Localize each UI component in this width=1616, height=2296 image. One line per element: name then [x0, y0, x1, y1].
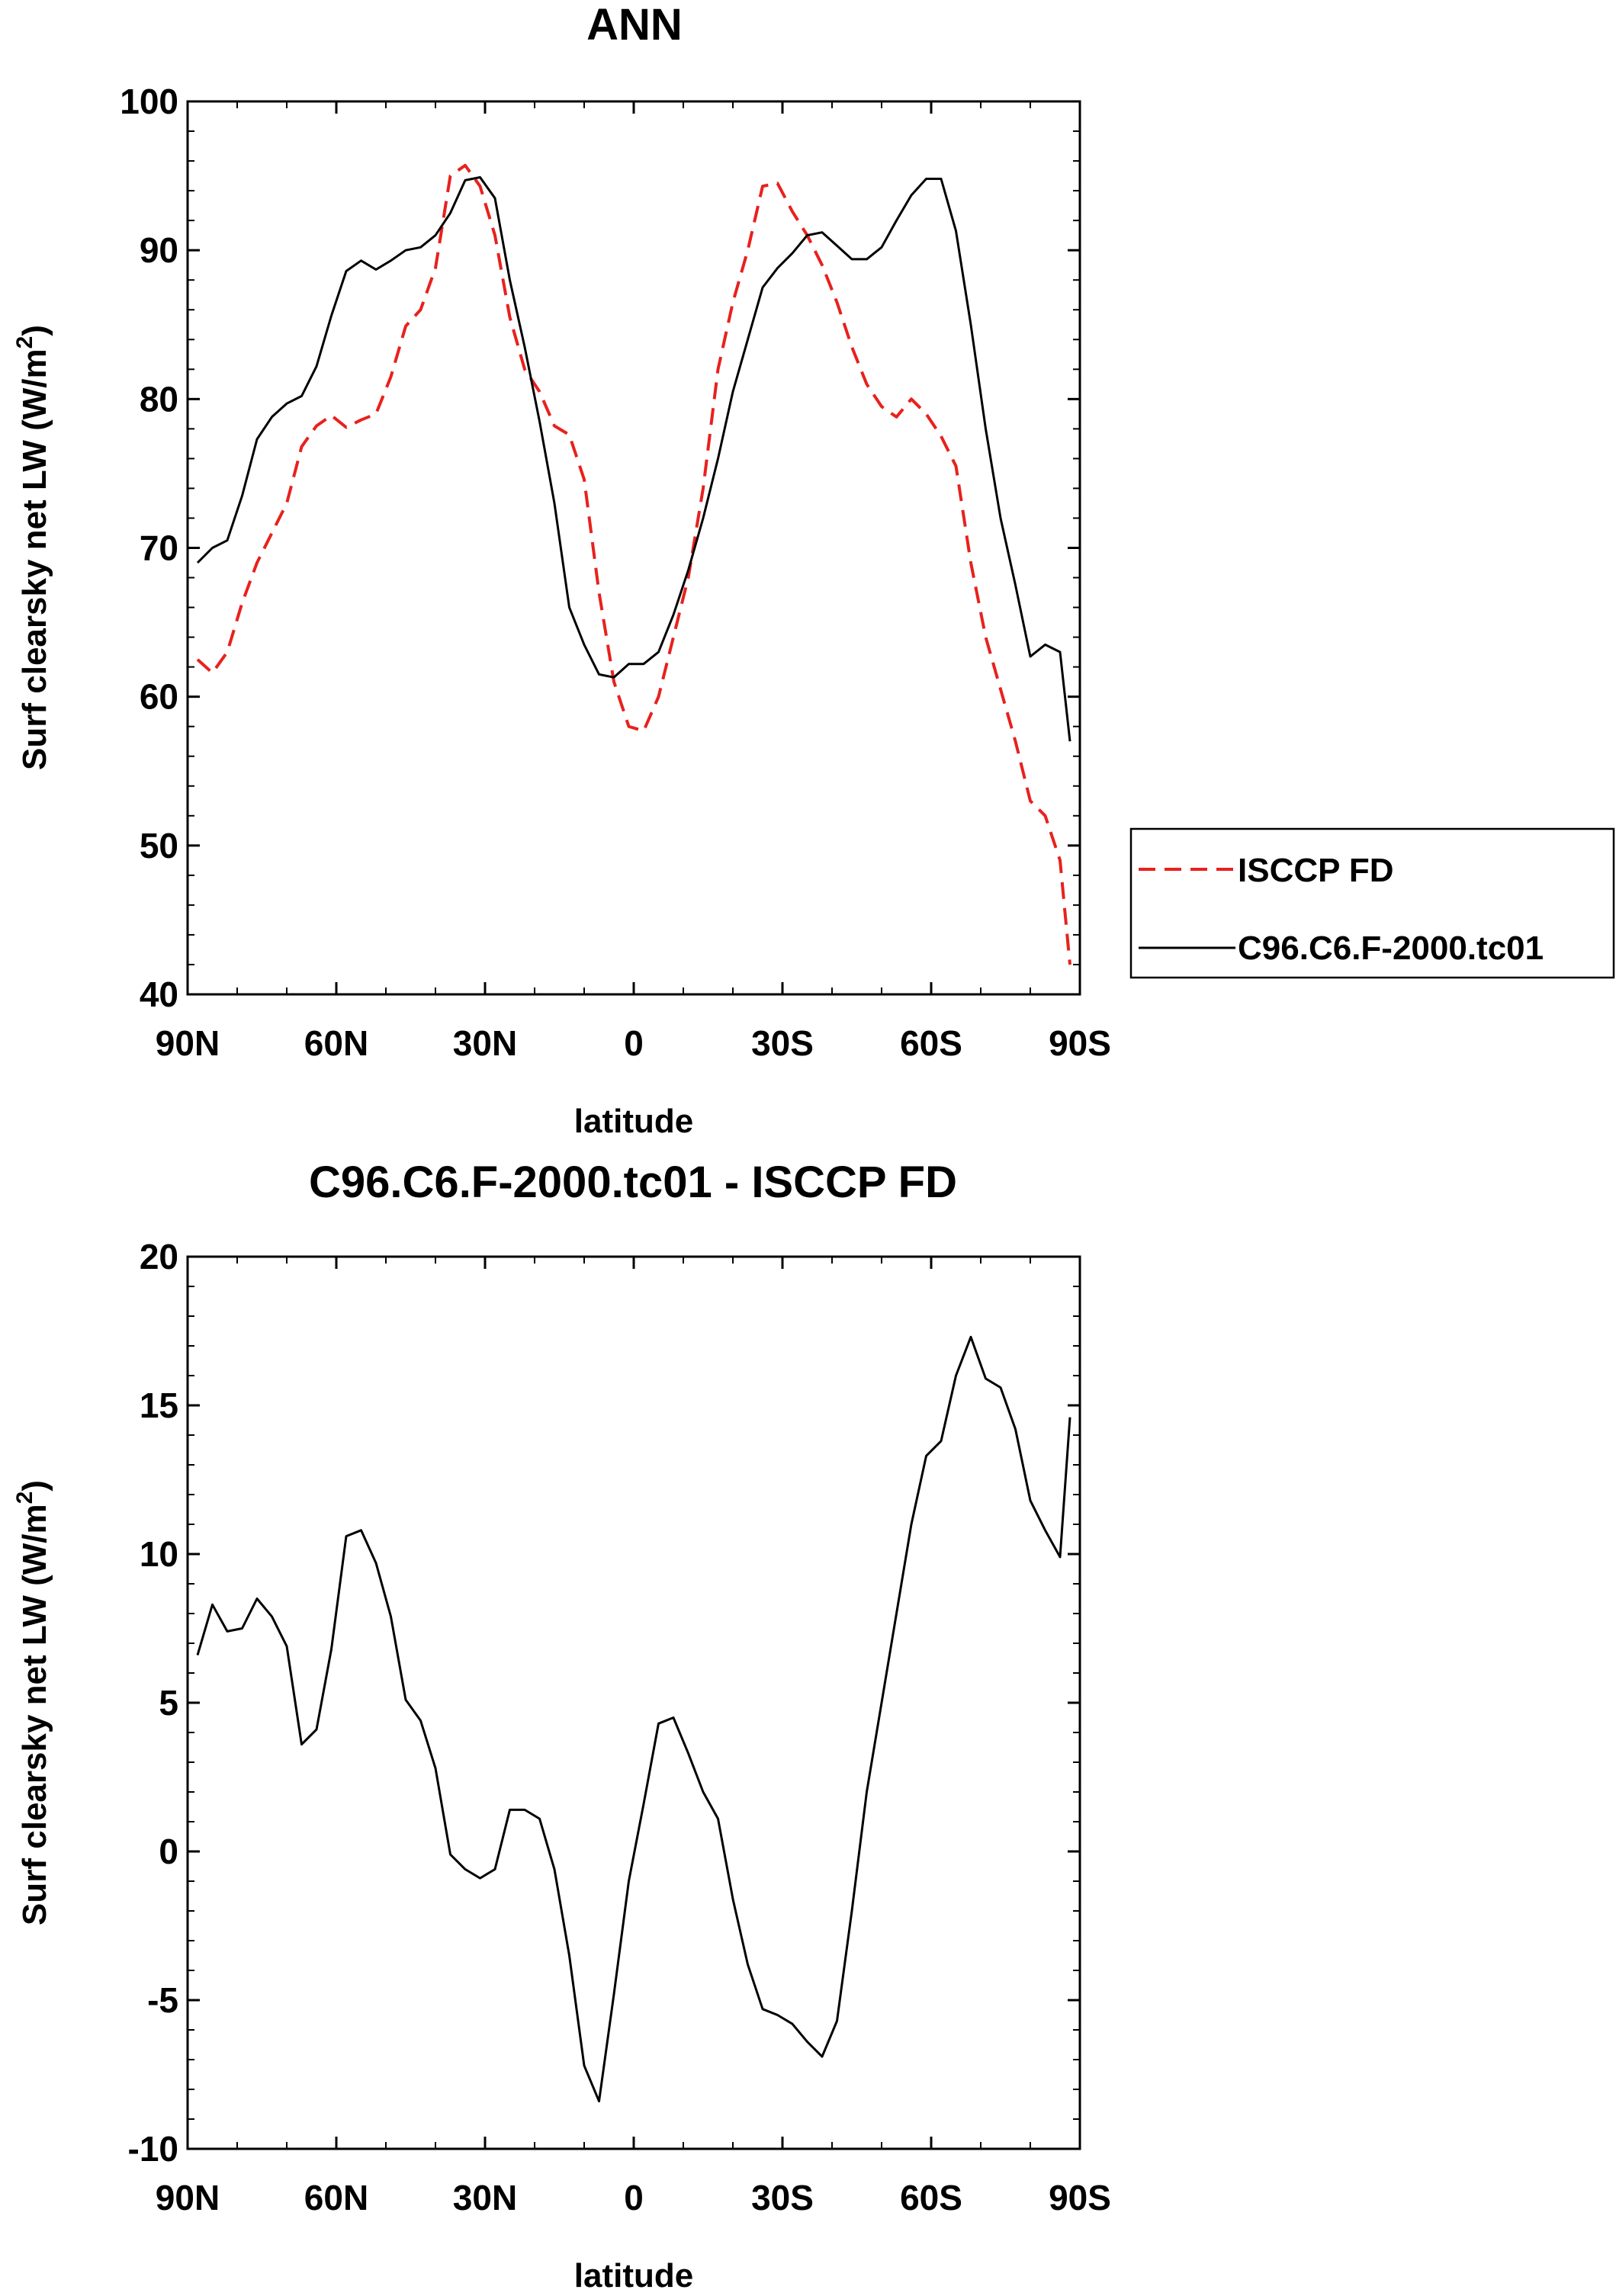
bottom-y-tick-label: 5: [159, 1683, 178, 1723]
top-x-tick-label: 60S: [900, 1023, 962, 1063]
bottom-x-tick-label: 30S: [751, 2178, 814, 2217]
bottom-x-tick-label: 30N: [453, 2178, 517, 2217]
top-x-tick-label: 0: [624, 1023, 644, 1063]
top-y-tick-label: 70: [140, 528, 178, 568]
bottom-y-tick-label: 0: [159, 1832, 178, 1871]
top-x-axis-label: latitude: [574, 1103, 693, 1140]
legend: ISCCP FD C96.C6.F-2000.tc01: [1129, 827, 1615, 979]
bottom-y-axis-label: Surf clearsky net LW (W/m2): [12, 1480, 53, 1925]
top-y-tick-label: 50: [140, 826, 178, 865]
top-x-tick-label: 30S: [751, 1023, 814, 1063]
bottom-panel: C96.C6.F-2000.tc01 - ISCCP FD 90N 60N 30N 0…: [12, 1158, 1111, 2294]
top-y-tick-label: 80: [140, 379, 178, 419]
bottom-x-tick-label: 90N: [156, 2178, 220, 2217]
top-y-tick-label: 60: [140, 677, 178, 717]
top-y-tick-label: 40: [140, 975, 178, 1014]
bottom-x-tick-label: 90S: [1049, 2178, 1111, 2217]
top-y-axis-label: Surf clearsky net LW (W/m2): [12, 325, 53, 770]
top-x-tick-label: 90S: [1049, 1023, 1111, 1063]
bottom-y-tick-label: 15: [140, 1386, 178, 1425]
bottom-x-tick-label: 60N: [304, 2178, 368, 2217]
top-y-tick-label: 90: [140, 230, 178, 270]
legend-label-model: C96.C6.F-2000.tc01: [1238, 930, 1544, 967]
top-series-line-model: [196, 176, 1071, 742]
bottom-x-tick-label: 60S: [900, 2178, 962, 2217]
bottom-x-axis-label: latitude: [574, 2257, 693, 2294]
top-plot-frame: [186, 100, 1081, 996]
top-x-tick-label: 30N: [453, 1023, 517, 1063]
legend-box: [1129, 827, 1615, 979]
bottom-chart-title: C96.C6.F-2000.tc01 - ISCCP FD: [309, 1158, 957, 1207]
bottom-x-tick-label: 0: [624, 2178, 644, 2217]
top-x-tick-label: 60N: [304, 1023, 368, 1063]
legend-label-isccp: ISCCP FD: [1238, 852, 1394, 889]
top-chart-title: ANN: [586, 0, 683, 50]
bottom-y-tick-label: 20: [140, 1237, 178, 1276]
top-y-tick-label: 100: [120, 82, 178, 121]
bottom-y-tick-label: -5: [147, 1980, 178, 2020]
bottom-y-tick-label: 10: [140, 1534, 178, 1574]
top-panel: ANN 90N 60N 30N 0 30S 60S 90S 40 50 60 70 80 90 100 l…: [12, 0, 1615, 1140]
bottom-y-tick-label: -10: [128, 2129, 178, 2169]
bottom-series-line-difference: [196, 1335, 1071, 2103]
top-series-line-isccp: [196, 163, 1071, 965]
top-x-tick-label: 90N: [156, 1023, 220, 1063]
